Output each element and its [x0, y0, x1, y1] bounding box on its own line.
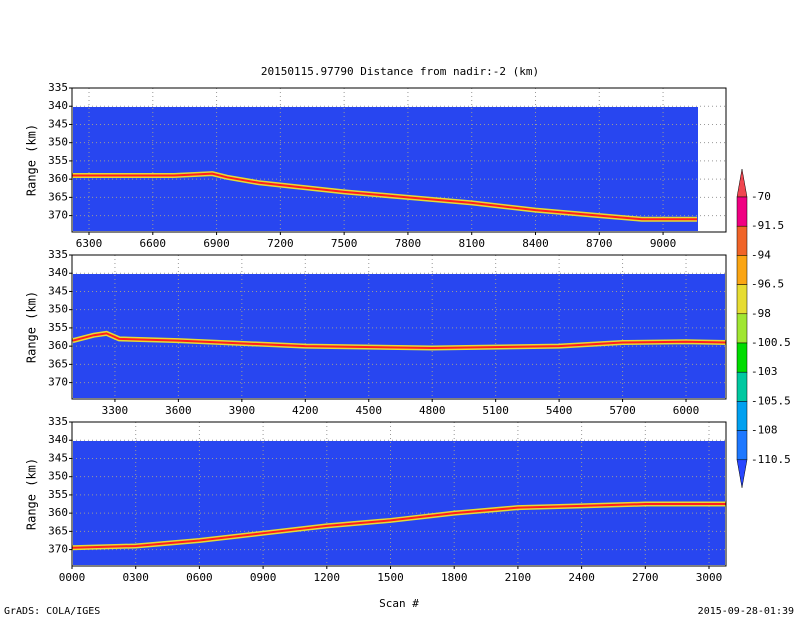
x-tick-label: 8100 [458, 237, 485, 250]
colorbar-label: -110.5 [751, 453, 791, 466]
x-tick-label: 0600 [186, 571, 213, 584]
surface-line [71, 503, 726, 549]
y-axis-label: Range (km) [25, 291, 39, 363]
colorbar-label: -98 [751, 307, 771, 320]
y-tick-label: 370 [48, 376, 68, 389]
colorbar-label: -91.5 [751, 219, 784, 232]
x-tick-label: 2100 [505, 571, 532, 584]
x-tick-label: 7500 [331, 237, 358, 250]
x-tick-label: 4500 [356, 404, 383, 417]
colorbar-box [736, 342, 748, 373]
y-tick-label: 350 [48, 303, 68, 316]
y-tick-label: 365 [48, 524, 68, 537]
x-tick-label: 7200 [267, 237, 294, 250]
plot-frame [71, 87, 727, 233]
radar-field [73, 107, 698, 231]
y-axis-label: Range (km) [25, 458, 39, 530]
colorbar-box [736, 313, 748, 344]
y-tick-label: 350 [48, 470, 68, 483]
y-tick-label: 345 [48, 284, 68, 297]
colorbar-label: -100.5 [751, 336, 791, 349]
colorbar-box [736, 401, 748, 431]
x-tick-label: 0300 [122, 571, 149, 584]
y-tick-label: 360 [48, 172, 68, 185]
x-tick-label: 2400 [568, 571, 595, 584]
y-tick-label: 335 [48, 248, 68, 261]
radar-field [73, 274, 725, 398]
colorbar-box [736, 284, 748, 315]
y-tick-label: 370 [48, 209, 68, 222]
plot-frame [71, 254, 727, 400]
surface-line [72, 332, 727, 349]
x-tick-label: 6000 [673, 404, 700, 417]
y-tick-label: 345 [48, 451, 68, 464]
x-tick-label: 6900 [203, 237, 230, 250]
x-tick-label: 3600 [165, 404, 192, 417]
x-tick-label: 4200 [292, 404, 319, 417]
colorbar-box [736, 225, 748, 256]
x-tick-label: 5400 [546, 404, 573, 417]
y-tick-label: 360 [48, 339, 68, 352]
colorbar-cap [736, 168, 748, 198]
x-tick-label: 1800 [441, 571, 468, 584]
x-tick-label: 5700 [609, 404, 636, 417]
x-tick-label: 5100 [482, 404, 509, 417]
x-tick-label: 2700 [632, 571, 659, 584]
x-tick-label: 0000 [59, 571, 86, 584]
colorbar-cap [736, 459, 748, 488]
y-axis-label: Range (km) [25, 124, 39, 196]
x-tick-label: 1500 [377, 571, 404, 584]
y-tick-label: 335 [48, 81, 68, 94]
y-tick-label: 355 [48, 321, 68, 334]
colorbar-box [736, 371, 748, 402]
colorbar-box [736, 255, 748, 285]
y-tick-label: 340 [48, 266, 68, 279]
y-tick-label: 355 [48, 488, 68, 501]
y-tick-label: 365 [48, 357, 68, 370]
x-tick-label: 1200 [314, 571, 341, 584]
y-tick-label: 370 [48, 543, 68, 556]
x-tick-label: 7800 [395, 237, 422, 250]
colorbar-box [736, 430, 748, 461]
colorbar-label: -108 [751, 424, 778, 437]
colorbar-label: -103 [751, 365, 778, 378]
colorbar-label: -70 [751, 190, 771, 203]
y-tick-label: 340 [48, 99, 68, 112]
footer-right: 2015-09-28-01:39 [698, 606, 794, 617]
x-tick-label: 6300 [76, 237, 103, 250]
y-tick-label: 350 [48, 136, 68, 149]
colorbar-label: -96.5 [751, 278, 784, 291]
x-tick-label: 3000 [696, 571, 723, 584]
x-tick-label: 8400 [522, 237, 549, 250]
x-axis-label: Scan # [379, 597, 419, 610]
x-tick-label: 3300 [102, 404, 129, 417]
x-tick-label: 0900 [250, 571, 277, 584]
y-tick-label: 360 [48, 506, 68, 519]
colorbar-box [736, 196, 748, 227]
y-tick-label: 335 [48, 415, 68, 428]
chart-title: 20150115.97790 Distance from nadir:-2 (k… [261, 65, 539, 78]
x-tick-label: 4800 [419, 404, 446, 417]
x-tick-label: 8700 [586, 237, 613, 250]
y-tick-label: 355 [48, 154, 68, 167]
y-tick-label: 340 [48, 433, 68, 446]
x-tick-label: 3900 [229, 404, 256, 417]
plot-frame [71, 421, 727, 567]
y-tick-label: 345 [48, 117, 68, 130]
x-tick-label: 6600 [140, 237, 167, 250]
colorbar-label: -105.5 [751, 394, 791, 407]
footer-left: GrADS: COLA/IGES [4, 606, 100, 617]
colorbar-label: -94 [751, 248, 771, 261]
x-tick-label: 9000 [650, 237, 677, 250]
y-tick-label: 365 [48, 190, 68, 203]
surface-line [72, 172, 698, 221]
